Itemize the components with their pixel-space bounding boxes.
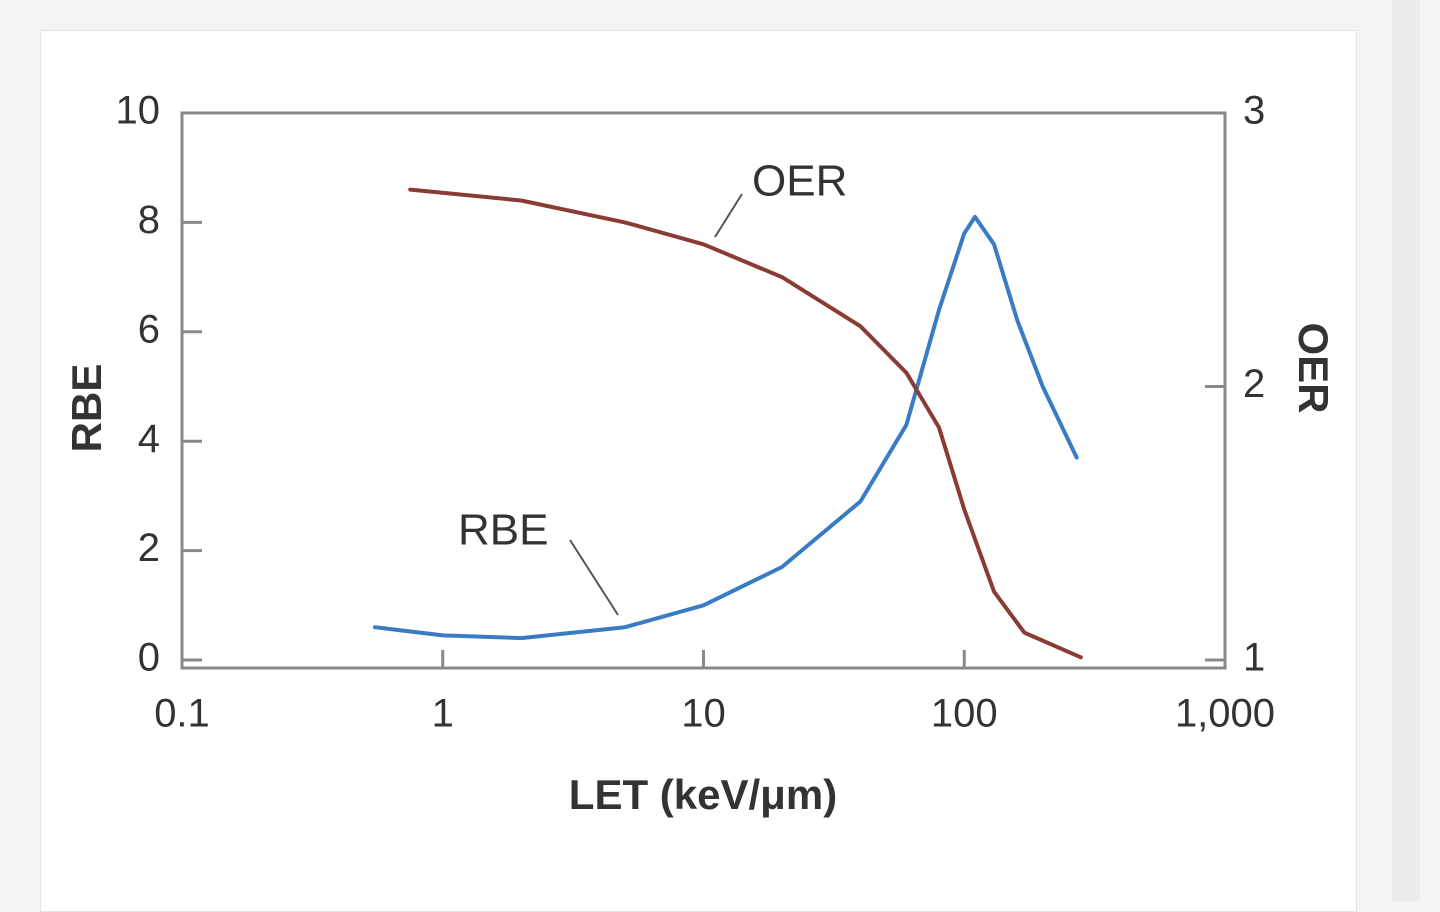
x-axis-label: LET (keV/μm) [569, 771, 837, 818]
y-tick-label: 2 [138, 526, 160, 570]
annotation-leader [714, 193, 743, 238]
y-tick-label: 6 [138, 307, 160, 351]
x-tick-label: 10 [681, 692, 726, 736]
y-tick-label: 10 [116, 89, 161, 133]
x-tick-label: 1 [432, 692, 454, 736]
annotation: OER [752, 157, 847, 206]
x-tick-label: 100 [931, 692, 998, 736]
x-tick-label: 0.1 [154, 692, 210, 736]
y2-tick-label: 2 [1243, 362, 1265, 406]
y-tick-label: 0 [138, 636, 160, 680]
series-line [373, 214, 1079, 641]
y2-tick-label: 3 [1243, 89, 1265, 133]
card [40, 30, 1357, 912]
series-line [408, 187, 1083, 660]
scrollbar [1392, 0, 1420, 901]
y-tick-label: 8 [138, 198, 160, 242]
y-tick-label: 4 [138, 417, 160, 461]
annotation: RBE [458, 506, 548, 555]
x-tick-label: 1,000 [1175, 692, 1275, 736]
y2-tick-label: 1 [1243, 636, 1265, 680]
plot-frame [180, 111, 1227, 670]
y-axis-label: RBE [63, 364, 110, 453]
annotation-leader [569, 539, 619, 616]
y2-axis-label: OER [1290, 322, 1337, 413]
